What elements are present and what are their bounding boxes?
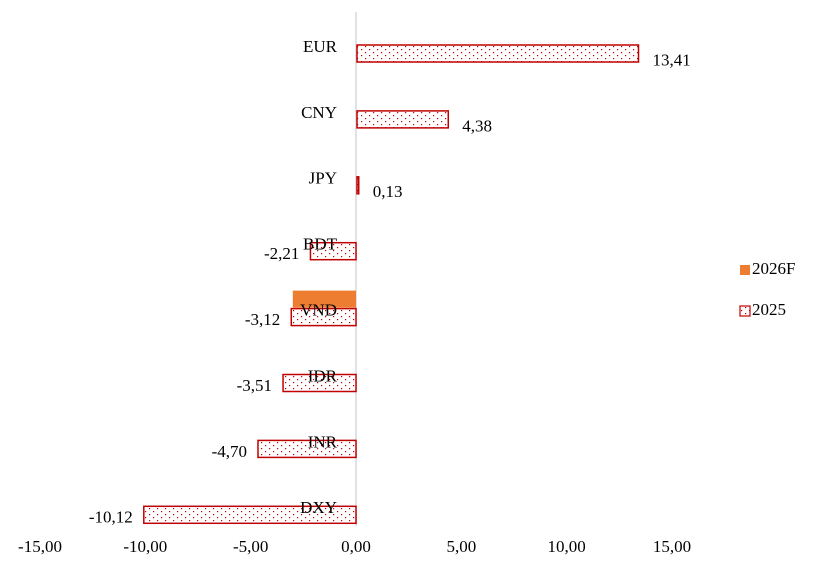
legend-label: 2025 (752, 300, 786, 319)
data-label: -3,51 (237, 376, 272, 395)
bar (356, 44, 640, 63)
category-label: VND (300, 301, 337, 320)
x-tick-label: 10,00 (548, 537, 586, 556)
data-label: 0,13 (373, 182, 403, 201)
bar (292, 290, 356, 308)
category-label: INR (308, 432, 338, 451)
bar (356, 176, 360, 195)
category-label: IDR (308, 366, 338, 385)
bar (282, 373, 357, 393)
bar (356, 110, 450, 129)
category-label: DXY (300, 498, 337, 517)
category-label: EUR (303, 37, 338, 56)
data-label: -4,70 (212, 442, 247, 461)
data-label: -3,12 (245, 310, 280, 329)
category-label: JPY (309, 169, 337, 188)
data-label: 13,41 (653, 50, 691, 69)
x-tick-label: -15,00 (18, 537, 62, 556)
data-label: -2,21 (264, 244, 299, 263)
data-label: -10,12 (89, 508, 133, 527)
legend-swatch (739, 305, 751, 317)
category-label: BDT (303, 235, 338, 254)
legend-swatch (740, 265, 750, 275)
category-label: CNY (301, 103, 337, 122)
data-label: 4,38 (462, 116, 492, 135)
x-tick-label: -5,00 (233, 537, 268, 556)
bar (143, 505, 357, 525)
x-tick-label: 0,00 (341, 537, 371, 556)
x-tick-label: -10,00 (123, 537, 167, 556)
bar (309, 241, 357, 261)
bar (257, 439, 357, 459)
bar (290, 307, 357, 327)
x-tick-label: 15,00 (653, 537, 691, 556)
legend-label: 2026F (752, 259, 795, 278)
x-tick-label: 5,00 (446, 537, 476, 556)
